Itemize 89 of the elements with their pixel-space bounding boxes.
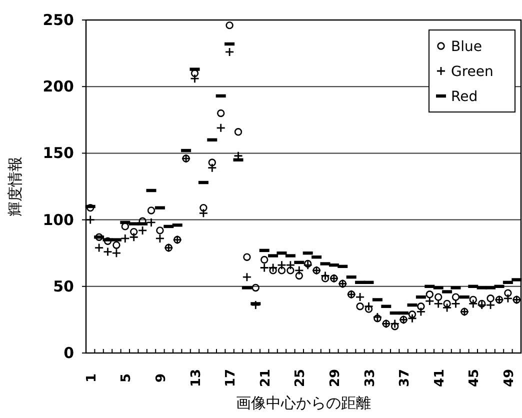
point [355,292,365,302]
point [190,74,200,84]
legend-label: Red [451,89,478,105]
point [434,293,442,301]
point [112,241,120,249]
x-tick-label: 21 [258,368,274,388]
y-tick-label: 150 [42,144,74,162]
point [503,294,513,304]
point [434,299,444,308]
y-tick-label: 250 [42,11,74,29]
x-tick-label: 37 [398,368,413,388]
x-tick-label: 5 [119,373,134,383]
point [104,237,112,245]
point [486,294,494,302]
point [260,263,270,272]
point [374,314,382,322]
point [443,300,451,308]
point [252,284,260,292]
x-tick-label: 33 [362,368,378,388]
x-tick-label: 9 [154,373,169,383]
y-axis-title: 輝度情報 [6,156,24,216]
point [364,305,373,313]
point [391,322,399,330]
point [208,158,216,166]
point [451,299,460,308]
point [120,234,130,244]
legend-label: Blue [451,39,482,55]
y-tick-label: 200 [42,78,74,96]
point [321,274,330,282]
point [234,128,242,136]
point [512,296,520,304]
point [452,293,460,301]
point [417,302,425,310]
x-tick-label: 17 [224,368,239,388]
point [277,260,286,270]
point [320,271,330,280]
point [146,218,156,228]
point [198,208,208,218]
x-tick-label: 13 [188,368,204,388]
point [242,272,252,282]
point [426,290,434,298]
y-tick-label: 100 [42,210,74,229]
point [147,206,156,214]
point [207,163,217,173]
point [504,289,512,297]
legend-label: Green [451,64,494,80]
point [278,266,286,274]
x-tick-label: 49 [502,368,517,388]
point [416,307,426,316]
point [243,253,251,261]
point [268,263,278,272]
point [269,266,277,274]
point [224,47,234,57]
point [408,314,417,324]
point [468,299,478,308]
point [156,226,164,234]
point [469,296,477,304]
point [86,215,96,224]
point [216,123,226,133]
point [200,204,208,212]
x-tick-label: 25 [293,368,308,388]
x-tick-label: 29 [328,368,343,388]
point [286,266,294,274]
point [86,204,94,212]
point [364,302,374,312]
point [372,312,382,322]
point [226,21,234,30]
point [217,109,225,118]
point [155,234,165,244]
x-tick-label: 41 [432,368,448,388]
point [295,272,303,280]
point [408,310,416,318]
point [286,260,296,270]
point [94,243,104,252]
point [294,266,304,276]
x-axis-title: 画像中心からの距離 [236,394,371,412]
point [130,228,138,236]
point [138,226,148,236]
point [442,303,452,312]
y-tick-label: 0 [64,344,74,362]
point [103,247,112,256]
y-tick-label: 50 [53,277,74,296]
point [356,302,364,310]
point [260,256,268,264]
x-tick-label: 1 [84,373,100,383]
x-tick-label: 45 [467,368,482,388]
point [129,232,139,242]
point [112,248,122,258]
point [390,318,400,328]
